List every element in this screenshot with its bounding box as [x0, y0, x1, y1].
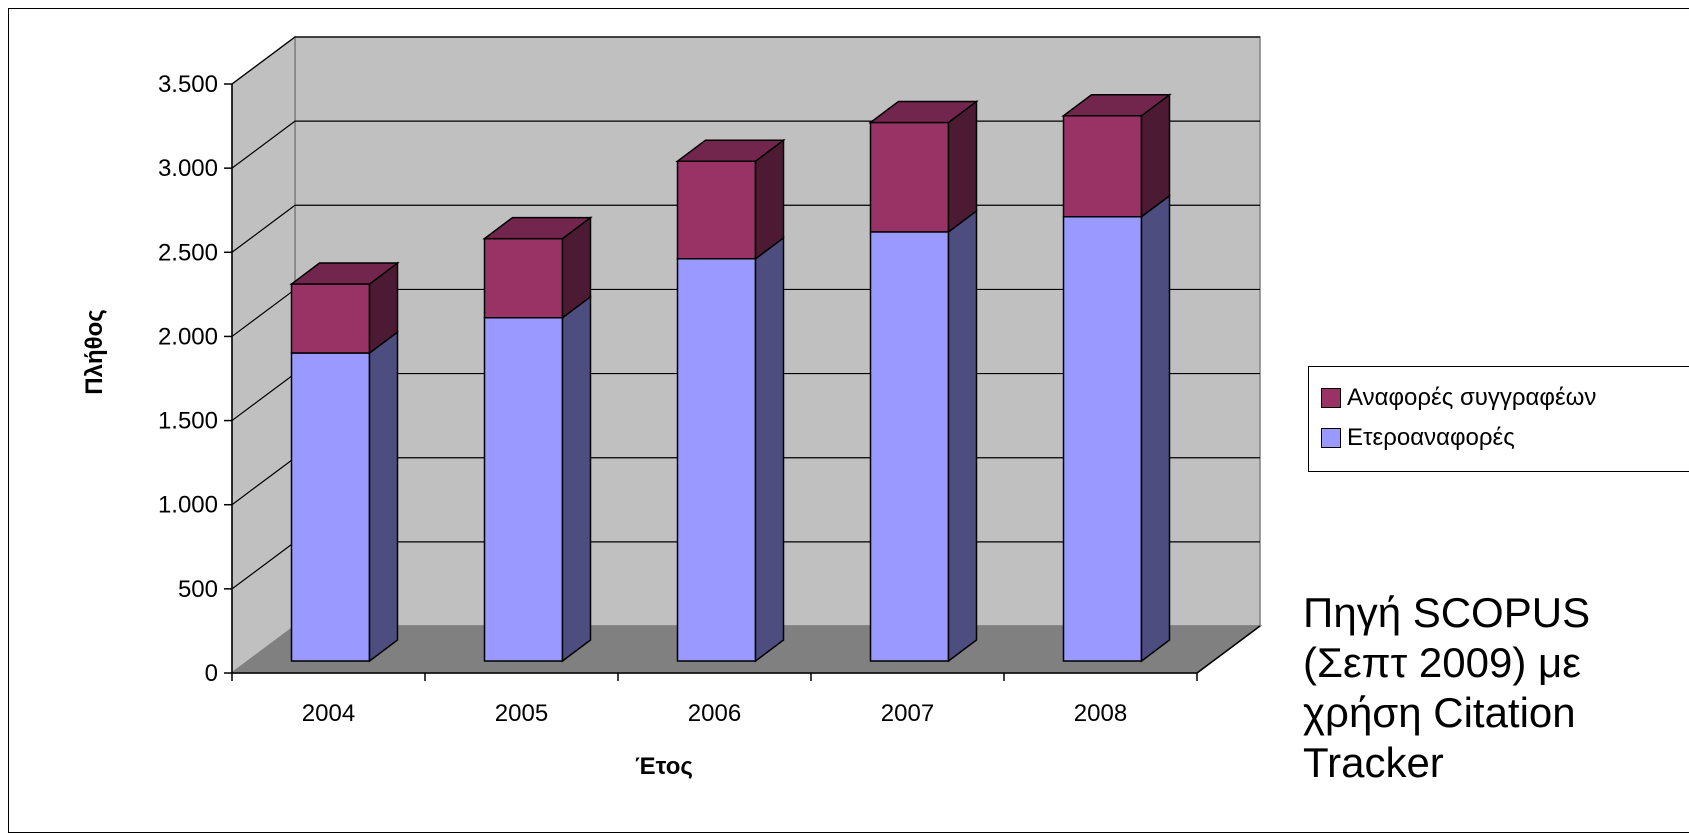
legend-swatch-series-2	[1321, 388, 1341, 408]
bar-2006-series-2-front	[676, 160, 757, 260]
legend: Αναφορές συγγραφέων Ετεροαναφορές	[1308, 366, 1689, 472]
gridline-7	[231, 36, 1260, 85]
x-tick-labels: 2004 2005 2006 2007 2008	[302, 700, 1127, 727]
y-tick-label-0: 0	[205, 660, 218, 687]
source-note-line-3: χρήση Citation	[1303, 689, 1576, 736]
bar-2007-series-2-top	[868, 100, 979, 124]
bars	[289, 93, 1172, 663]
bar-2005-series-2-top	[482, 216, 593, 240]
x-tick-label-2004: 2004	[302, 700, 355, 727]
y-tick-label-2: 1.000	[158, 492, 218, 519]
legend-label-series-2: Αναφορές συγγραφέων	[1347, 384, 1597, 411]
legend-swatch-series-1	[1321, 428, 1341, 448]
legend-item-series-2: Αναφορές συγγραφέων	[1321, 383, 1596, 413]
x-tick-label-2005: 2005	[495, 700, 548, 727]
floor-edge	[1196, 625, 1261, 674]
y-tick-label-7: 3.500	[158, 71, 218, 98]
source-note-line-2: (Σεπτ 2009) με	[1303, 639, 1581, 686]
bar-2006-series-2-top	[675, 139, 786, 162]
bar-2005-series-1-side	[561, 295, 592, 663]
bar-2004-series-2-front	[290, 283, 371, 354]
bar-2008-series-2-front	[1062, 115, 1143, 218]
y-tick-label-4: 2.000	[158, 323, 218, 350]
y-tick-label-5: 2.500	[158, 239, 218, 266]
legend-item-series-1: Ετεροαναφορές	[1321, 423, 1515, 453]
bar-2007-series-2-front	[869, 121, 950, 233]
x-tick-label-2006: 2006	[688, 700, 741, 727]
x-tick-label-2008: 2008	[1074, 700, 1127, 727]
source-note-line-4: Tracker	[1303, 739, 1444, 786]
x-axis-title: Έτος	[635, 753, 693, 780]
y-tick-label-3: 1.500	[158, 408, 218, 435]
x-tick-label-2007: 2007	[881, 700, 934, 727]
source-note: Πηγή SCOPUS (Σεπτ 2009) με χρήση Citatio…	[1303, 588, 1683, 788]
legend-label-series-1: Ετεροαναφορές	[1347, 424, 1515, 451]
bar-2007-series-1-side	[947, 209, 978, 663]
bar-2004-series-1-front	[290, 352, 371, 662]
bar-2007-series-2-side	[947, 99, 978, 234]
bar-2004-series-1-side	[368, 330, 399, 663]
bar-2006-series-1-front	[676, 258, 757, 662]
axes	[224, 83, 1261, 681]
y-tick-label-1: 500	[178, 576, 218, 603]
side-wall	[231, 35, 296, 675]
bar-2008-series-1-side	[1140, 194, 1171, 663]
bar-2008-series-1-front	[1062, 215, 1143, 662]
bar-2004-series-2-top	[289, 262, 400, 285]
bar-2006-series-1-side	[754, 236, 785, 663]
bar-2008-series-2-top	[1061, 94, 1172, 117]
y-axis-title: Πλήθος	[81, 309, 108, 394]
y-tick-labels: 0 500 1.000 1.500 2.000 2.500 3.000 3.500	[158, 71, 218, 687]
y-tick-label-6: 3.000	[158, 155, 218, 182]
source-note-line-1: Πηγή SCOPUS	[1303, 589, 1591, 636]
bar-2007-series-1-front	[869, 231, 950, 662]
bar-2005-series-1-front	[483, 316, 564, 662]
bar-2005-series-2-front	[483, 237, 564, 319]
